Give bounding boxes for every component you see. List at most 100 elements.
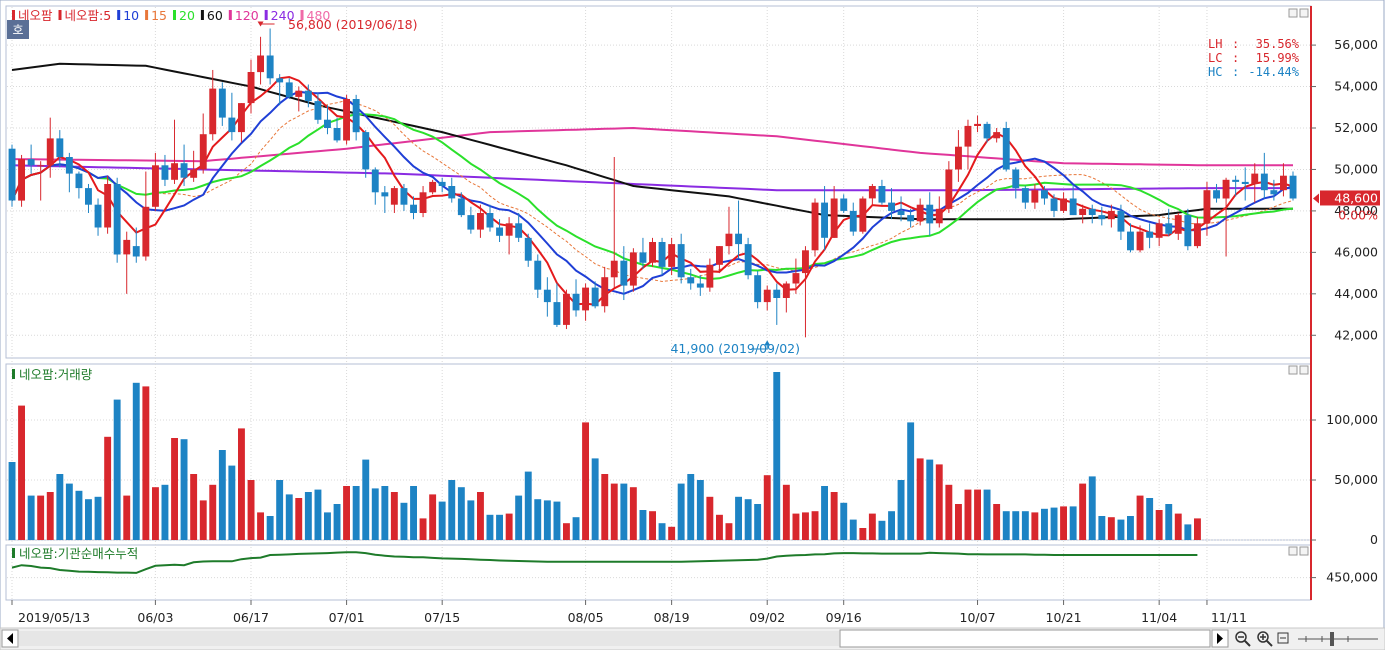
- volume-bar: [649, 511, 656, 540]
- price-panel-minimize-button[interactable]: [1288, 8, 1298, 18]
- candle-body: [477, 213, 484, 230]
- volume-bar: [257, 512, 264, 540]
- candle-body: [496, 227, 503, 236]
- volume-panel-buttons[interactable]: [1288, 365, 1309, 375]
- candle-body: [916, 204, 924, 222]
- volume-bar: [85, 499, 92, 540]
- candle-body: [247, 72, 255, 104]
- ma15-line: [11, 99, 1294, 283]
- stat-hc-key: HC: [1208, 65, 1222, 79]
- volume-bar: [572, 517, 580, 540]
- x-tick-label: 2019/05/13: [18, 610, 90, 625]
- candle-body: [1041, 190, 1048, 199]
- price-panel-buttons[interactable]: [1288, 8, 1309, 18]
- volume-bar: [381, 486, 389, 540]
- mode-label[interactable]: 호: [12, 23, 23, 37]
- candle-body: [974, 123, 981, 126]
- volume-bar: [457, 487, 465, 540]
- volume-bar: [56, 474, 64, 540]
- volume-panel-minimize-button[interactable]: [1288, 365, 1298, 375]
- volume-bar: [142, 386, 150, 540]
- candle-body: [1165, 223, 1173, 234]
- volume-bar: [878, 520, 886, 540]
- inst-legend-marker: [12, 548, 15, 558]
- candle-body: [1260, 173, 1268, 191]
- high-annotation: 56,800 (2019/06/18): [260, 17, 418, 32]
- volume-bar: [27, 495, 35, 540]
- volume-bar: [811, 511, 819, 540]
- candle-body: [859, 198, 867, 232]
- legend-marker: [200, 10, 204, 20]
- candle-body: [515, 223, 523, 238]
- zoom-slider[interactable]: [1298, 632, 1378, 646]
- volume-tick-label: 100,000: [1326, 412, 1378, 427]
- price-panel-maximize-button[interactable]: [1299, 8, 1309, 18]
- volume-bar: [849, 519, 857, 540]
- inst-panel-buttons[interactable]: [1288, 546, 1309, 556]
- volume-bar: [132, 382, 140, 540]
- volume-bar: [37, 495, 45, 540]
- candle-body: [1012, 169, 1020, 189]
- scrollbar-thumb[interactable]: [839, 629, 1211, 648]
- volume-bar: [65, 483, 73, 540]
- scrollbar-track[interactable]: [19, 631, 839, 646]
- volume-bar: [1117, 519, 1125, 540]
- volume-bar: [993, 504, 1001, 540]
- candle-body: [543, 289, 551, 303]
- x-tick-label: 06/17: [233, 610, 269, 625]
- candle-body: [620, 260, 628, 286]
- stat-lh-key: LH: [1208, 37, 1222, 51]
- volume-legend: 네오팜:거래량: [12, 367, 93, 382]
- zoom-out-icon[interactable]: [1235, 631, 1251, 647]
- ma10-line: [11, 90, 1294, 295]
- legend-label: 네오팜:5: [65, 8, 112, 23]
- volume-bar: [553, 501, 561, 540]
- price-panel[interactable]: [5, 5, 1312, 359]
- low-annotation-text: 41,900 (2019/09/02): [670, 341, 800, 356]
- candle-body: [878, 186, 886, 203]
- candle-body: [18, 159, 25, 201]
- volume-bar: [534, 499, 542, 540]
- candle-body: [400, 188, 408, 205]
- volume-bar: [658, 523, 666, 540]
- inst-panel[interactable]: [5, 544, 1312, 601]
- volume-bar: [582, 422, 589, 540]
- volume-bar: [486, 514, 494, 540]
- mode-badge[interactable]: [7, 20, 29, 39]
- candle-body: [821, 202, 828, 238]
- fit-range-icon[interactable]: [1277, 632, 1289, 644]
- volume-bar: [830, 492, 838, 540]
- volume-bar: [333, 504, 341, 540]
- candle-body: [897, 210, 905, 215]
- inst-panel-maximize-button[interactable]: [1299, 546, 1309, 556]
- candle-body: [1088, 208, 1096, 215]
- candle-body: [639, 252, 647, 263]
- inst-panel-minimize-button[interactable]: [1288, 546, 1298, 556]
- candle-body: [343, 99, 350, 141]
- zoom-in-icon[interactable]: [1257, 631, 1273, 647]
- zoom-slider-thumb[interactable]: [1330, 632, 1334, 646]
- volume-panel-maximize-button[interactable]: [1299, 365, 1309, 375]
- volume-bar: [266, 516, 274, 540]
- candle-body: [199, 134, 207, 170]
- legend-marker: [58, 10, 62, 20]
- candle-body: [649, 242, 656, 263]
- candle-body: [993, 132, 1001, 139]
- candle-body: [629, 252, 637, 286]
- candle-body: [1280, 175, 1287, 191]
- volume-bar: [601, 474, 609, 540]
- volume-bar: [1107, 517, 1115, 540]
- candle-body: [792, 273, 800, 284]
- inst-cumulative-line: [11, 551, 1198, 574]
- candle-body: [754, 275, 762, 303]
- candle-body: [802, 250, 809, 274]
- ma120-line: [11, 126, 1293, 167]
- volume-bar: [773, 372, 781, 540]
- candle-body: [1251, 173, 1259, 184]
- volume-bar: [964, 489, 972, 540]
- legend-marker: [173, 10, 176, 20]
- candle-body: [457, 198, 465, 216]
- volume-bar: [620, 483, 628, 540]
- candle-body: [8, 148, 16, 201]
- legend-label: 480: [307, 8, 331, 23]
